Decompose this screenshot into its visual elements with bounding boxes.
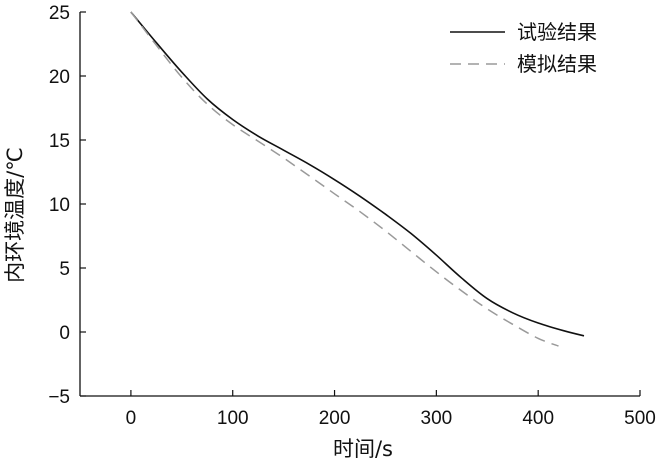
x-tick-label: 500 [624, 408, 656, 429]
x-axis-label: 时间/s [333, 437, 393, 461]
y-tick-label: −5 [48, 387, 70, 408]
x-tick-label: 100 [217, 408, 249, 429]
legend-label-2: 模拟结果 [517, 52, 597, 76]
series-line-1 [130, 11, 585, 337]
y-tick-label: 15 [49, 131, 70, 152]
x-tick-label: 300 [421, 408, 453, 429]
series-group [130, 11, 585, 347]
series-line-2 [130, 11, 559, 347]
y-tick-label: 10 [49, 195, 70, 216]
x-tick-label: 400 [522, 408, 554, 429]
legend-label-1: 试验结果 [517, 20, 597, 44]
y-tick-label: 20 [49, 67, 70, 88]
x-tick-label: 200 [319, 408, 351, 429]
x-tick-label: 0 [126, 408, 137, 429]
y-axis-label: 内环境温度/℃ [3, 147, 27, 283]
y-tick-label: 25 [49, 3, 70, 24]
y-tick-label: 5 [59, 259, 70, 280]
y-tick-label: 0 [59, 323, 70, 344]
axes: 0 100 200 300 400 500 −5 0 5 10 15 20 25 [48, 3, 656, 429]
